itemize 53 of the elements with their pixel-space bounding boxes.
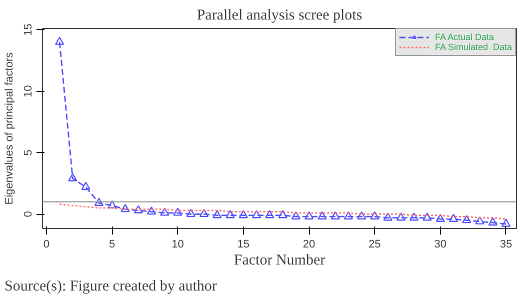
y-tick-label: 5: [22, 150, 34, 156]
chart-title: Parallel analysis scree plots: [196, 8, 362, 24]
point: [396, 212, 406, 221]
x-tick-label: 5: [109, 238, 116, 250]
point: [186, 208, 196, 218]
point: [278, 210, 288, 218]
point: [422, 212, 432, 221]
point: [448, 214, 458, 222]
point: [54, 36, 64, 45]
point: [173, 208, 182, 216]
point: [488, 218, 498, 226]
point: [265, 210, 274, 218]
point: [252, 210, 262, 218]
x-tick-label: 10: [172, 238, 184, 250]
point: [146, 206, 156, 215]
point: [318, 211, 327, 220]
x-tick-label: 25: [368, 238, 381, 250]
y-tick-label: 15: [22, 24, 34, 36]
point: [94, 198, 104, 206]
point: [462, 215, 472, 224]
point: [160, 208, 170, 216]
point: [68, 173, 78, 182]
point: [436, 214, 445, 222]
point: [370, 211, 380, 220]
source-note: Source(s): Figure created by author: [4, 278, 217, 294]
legend-label: FA Actual Data: [434, 32, 494, 42]
point: [304, 211, 314, 220]
y-tick-label: 10: [22, 85, 34, 98]
point: [212, 210, 222, 218]
point: [330, 211, 340, 220]
x-tick-label: 0: [43, 238, 50, 250]
point: [409, 212, 419, 221]
point: [199, 208, 209, 218]
x-tick-label: 35: [500, 238, 512, 250]
y-tick-label: 0: [22, 211, 34, 218]
x-tick-label: 20: [302, 238, 316, 250]
point: [344, 211, 354, 220]
point: [238, 210, 248, 218]
point: [107, 200, 117, 208]
point: [475, 216, 484, 224]
x-tick-label: 15: [237, 238, 250, 250]
legend-label: FA Simulated Data: [434, 42, 512, 52]
y-axis-title: Eigenvalues of principal factors: [4, 52, 16, 205]
x-tick-label: 30: [434, 238, 446, 250]
point: [501, 218, 511, 227]
point: [134, 205, 143, 214]
point: [120, 204, 130, 212]
point: [81, 182, 90, 190]
point: [226, 210, 235, 218]
point: [356, 211, 366, 220]
point: [383, 212, 392, 221]
point: [291, 211, 301, 220]
x-axis-title: Factor Number: [234, 252, 326, 268]
